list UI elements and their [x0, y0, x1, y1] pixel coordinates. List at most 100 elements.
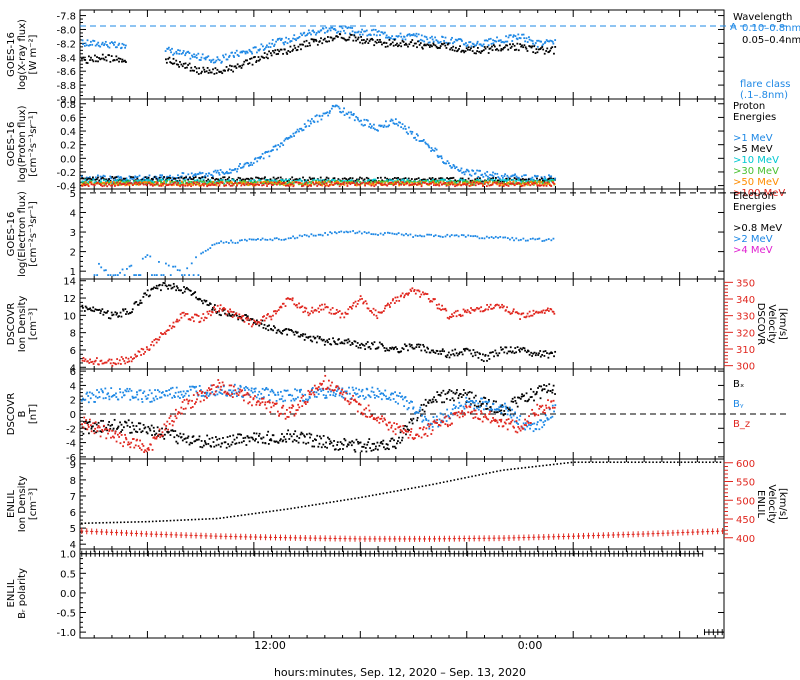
data-point — [523, 347, 526, 350]
data-point — [331, 179, 333, 181]
data-point — [225, 241, 228, 243]
data-point — [378, 41, 380, 44]
data-point — [197, 73, 200, 75]
data-point — [120, 423, 123, 426]
data-point — [97, 176, 99, 179]
data-point — [370, 182, 373, 185]
data-point — [336, 444, 339, 446]
data-point — [223, 173, 226, 175]
data-point — [126, 424, 129, 427]
data-point — [212, 184, 215, 186]
data-point — [141, 182, 144, 185]
data-point — [223, 176, 226, 179]
data-point — [145, 181, 148, 184]
data-point — [304, 435, 306, 438]
data-point — [211, 182, 213, 185]
data-point — [533, 44, 536, 47]
data-point — [273, 43, 276, 46]
data-point — [94, 401, 96, 403]
data-point — [423, 43, 426, 46]
data-point — [287, 50, 290, 52]
data-point — [190, 182, 193, 184]
data-point — [440, 353, 443, 355]
data-point — [159, 180, 161, 182]
data-point — [91, 425, 94, 428]
data-point — [117, 57, 120, 60]
y-axis-label-line: GOES-16 — [6, 212, 17, 257]
data-point — [478, 169, 480, 172]
data-point — [300, 127, 303, 130]
data-point — [181, 65, 184, 68]
data-point — [144, 181, 147, 184]
data-point — [341, 180, 344, 182]
data-point — [460, 234, 463, 236]
data-point — [372, 28, 375, 31]
data-point — [518, 178, 521, 180]
data-point — [462, 171, 465, 174]
data-point — [279, 145, 281, 148]
data-point — [485, 174, 488, 177]
data-point — [455, 234, 458, 237]
data-point — [424, 44, 427, 47]
data-point — [475, 44, 477, 47]
y-tick-label: 14 — [63, 277, 76, 288]
data-point — [331, 26, 334, 29]
data-point — [289, 40, 292, 42]
y-tick-label: 6 — [70, 367, 76, 378]
data-point — [305, 442, 307, 445]
data-point — [442, 308, 444, 311]
data-point — [299, 32, 302, 35]
data-point — [371, 179, 374, 182]
data-point — [542, 184, 545, 187]
data-point — [441, 401, 443, 404]
data-point — [278, 179, 281, 182]
data-point — [511, 40, 514, 42]
data-point — [264, 442, 267, 445]
data-point — [285, 298, 288, 300]
data-point — [394, 44, 397, 46]
data-point — [125, 61, 127, 63]
data-point — [134, 353, 137, 356]
data-point — [474, 184, 477, 187]
data-point — [295, 179, 298, 182]
data-point — [134, 396, 137, 399]
data-point — [489, 406, 492, 408]
data-point — [417, 182, 420, 185]
data-point — [244, 314, 246, 316]
data-point — [94, 395, 97, 398]
data-point — [131, 311, 133, 313]
data-point — [81, 180, 84, 183]
data-point — [434, 298, 436, 300]
data-point — [228, 56, 230, 58]
data-point — [459, 169, 462, 172]
data-point — [112, 179, 115, 182]
data-point — [516, 346, 519, 348]
data-point — [361, 343, 364, 346]
data-point — [370, 233, 373, 235]
data-point — [204, 441, 207, 444]
data-point — [259, 238, 262, 241]
data-point — [533, 351, 536, 354]
data-point — [537, 184, 540, 187]
data-point — [115, 392, 117, 395]
data-point — [343, 437, 346, 440]
data-point — [416, 289, 419, 292]
data-point — [84, 358, 87, 361]
data-point — [247, 182, 250, 185]
data-point — [256, 322, 259, 325]
data-point — [323, 37, 326, 40]
data-point — [212, 170, 215, 173]
data-point — [277, 238, 280, 241]
data-point — [193, 313, 196, 316]
data-point — [285, 440, 288, 443]
data-point — [120, 46, 123, 49]
data-point — [481, 173, 484, 176]
data-point — [118, 178, 121, 181]
data-point — [388, 124, 391, 127]
data-point — [379, 125, 382, 128]
data-point — [118, 42, 121, 45]
data-point — [173, 62, 176, 65]
data-point — [229, 184, 232, 187]
data-point — [302, 176, 304, 179]
